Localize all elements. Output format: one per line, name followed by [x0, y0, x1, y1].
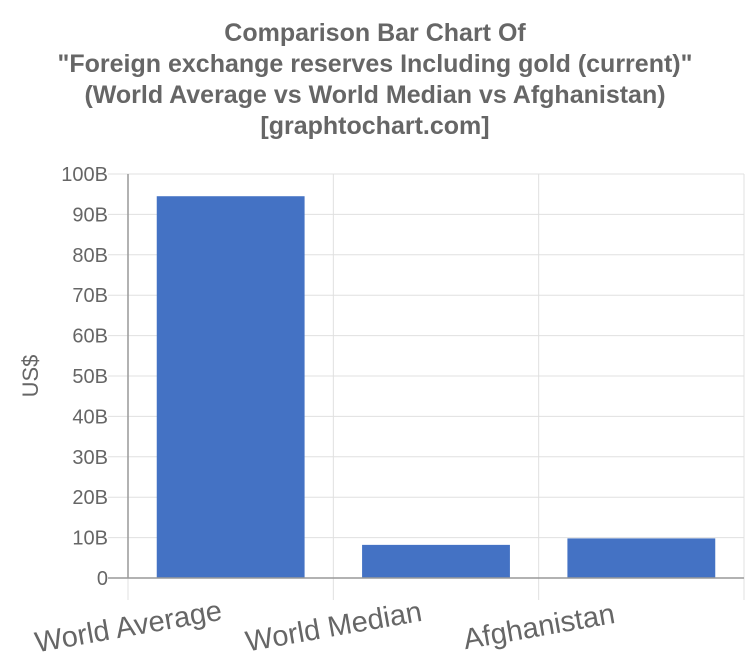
- y-tick-label: 60B: [72, 326, 108, 348]
- y-tick-label: 30B: [72, 447, 108, 469]
- axes: [108, 174, 744, 579]
- x-tick-labels: World Average World Median Afghanistan: [33, 595, 618, 659]
- y-tick-label: 80B: [72, 245, 108, 267]
- bars: [156, 196, 716, 578]
- y-tick-label: 50B: [72, 366, 108, 388]
- bar: [362, 544, 510, 578]
- chart-title: Comparison Bar Chart Of "Foreign exchang…: [0, 18, 750, 142]
- x-tick-label: Afghanistan: [461, 598, 617, 656]
- x-tick-label: World Median: [243, 596, 424, 658]
- y-axis-label: US$: [18, 355, 43, 398]
- bar: [567, 538, 716, 578]
- x-tick-label: World Average: [33, 595, 225, 659]
- y-tick-label: 0: [97, 568, 108, 590]
- chart-title-line: (World Average vs World Median vs Afghan…: [84, 81, 666, 109]
- y-tick-label: 100B: [61, 164, 108, 186]
- bar: [156, 196, 305, 578]
- y-tick-label: 70B: [72, 285, 108, 307]
- chart-title-line: [graphtochart.com]: [260, 112, 490, 140]
- y-tick-label: 90B: [72, 204, 108, 226]
- y-tick-label: 10B: [72, 528, 108, 550]
- y-tick-label: 20B: [72, 487, 108, 509]
- chart-title-line: "Foreign exchange reserves Including gol…: [57, 50, 693, 78]
- y-tick-labels: 0 10B 20B 30B 40B 50B 60B 70B 80B 90B 100B: [61, 164, 108, 590]
- y-tick-label: 40B: [72, 406, 108, 428]
- chart-title-line: Comparison Bar Chart Of: [224, 19, 526, 47]
